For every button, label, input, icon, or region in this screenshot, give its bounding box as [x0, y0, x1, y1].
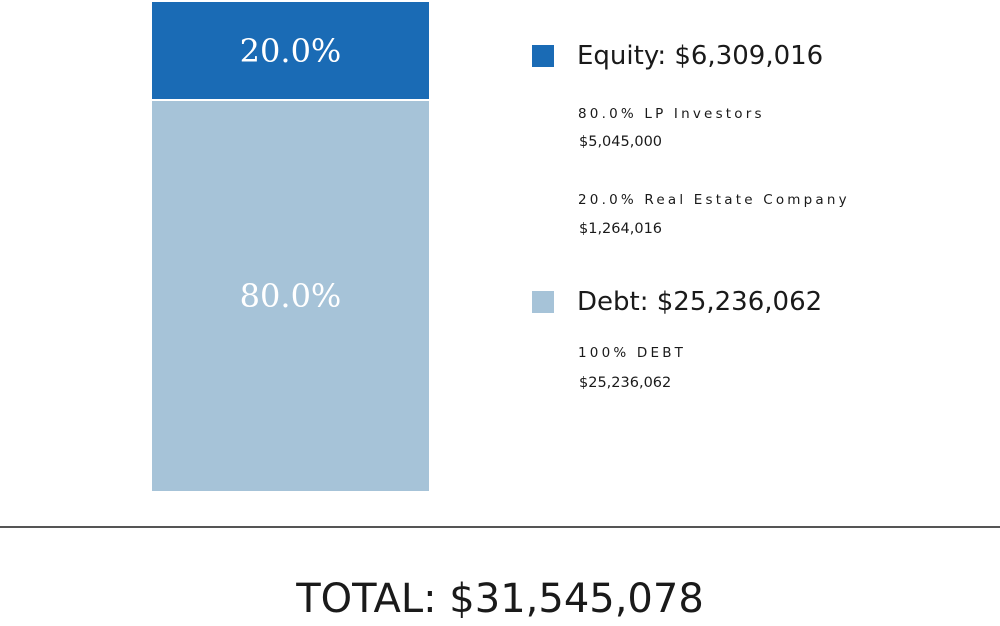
bar-segment-equity: 20.0%	[152, 2, 429, 99]
legend-entry-debt: Debt: $25,236,062	[532, 282, 992, 322]
legend-swatch-equity	[532, 45, 554, 67]
legend-entry-equity: Equity: $6,309,016	[532, 36, 992, 76]
legend: Equity: $6,309,016 80.0% LP Investors $5…	[532, 0, 992, 500]
legend-amount-lp-investors: $5,045,000	[579, 134, 663, 150]
legend-group-debt: Debt: $25,236,062 100% DEBT $25,236,062	[532, 282, 992, 391]
total-label: TOTAL: $31,545,078	[296, 576, 704, 622]
legend-title-equity: Equity: $6,309,016	[577, 41, 824, 71]
legend-group-equity: Equity: $6,309,016 80.0% LP Investors $5…	[532, 36, 992, 237]
legend-sublabel-real-estate-company: 20.0% Real Estate Company	[578, 192, 850, 208]
legend-amount-debt: $25,236,062	[579, 375, 672, 391]
stacked-bar: 20.0% 80.0%	[152, 2, 429, 491]
legend-amount-real-estate-company: $1,264,016	[579, 221, 663, 237]
data-label-equity: 20.0%	[239, 31, 342, 70]
legend-title-debt: Debt: $25,236,062	[577, 287, 823, 317]
bar-segment-debt: 80.0%	[152, 99, 429, 491]
legend-sublabel-debt: 100% DEBT	[578, 345, 687, 361]
legend-sublabel-lp-investors: 80.0% LP Investors	[578, 106, 765, 122]
legend-swatch-debt	[532, 291, 554, 313]
data-label-debt: 80.0%	[239, 277, 342, 315]
divider	[0, 526, 1000, 528]
